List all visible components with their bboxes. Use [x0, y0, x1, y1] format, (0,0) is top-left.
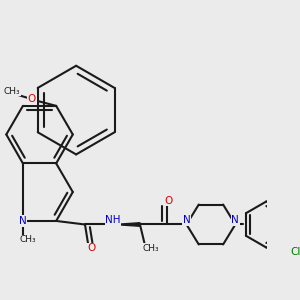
Text: Cl: Cl: [290, 247, 300, 257]
Text: N: N: [183, 215, 190, 225]
Text: CH₃: CH₃: [4, 87, 20, 96]
Text: N: N: [19, 216, 27, 226]
Text: O: O: [164, 196, 172, 206]
Text: CH₃: CH₃: [142, 244, 159, 253]
Text: O: O: [28, 94, 36, 104]
Polygon shape: [115, 223, 140, 226]
Text: CH₃: CH₃: [20, 235, 37, 244]
Text: N: N: [231, 215, 239, 225]
Text: O: O: [87, 243, 95, 254]
Text: NH: NH: [105, 215, 121, 225]
